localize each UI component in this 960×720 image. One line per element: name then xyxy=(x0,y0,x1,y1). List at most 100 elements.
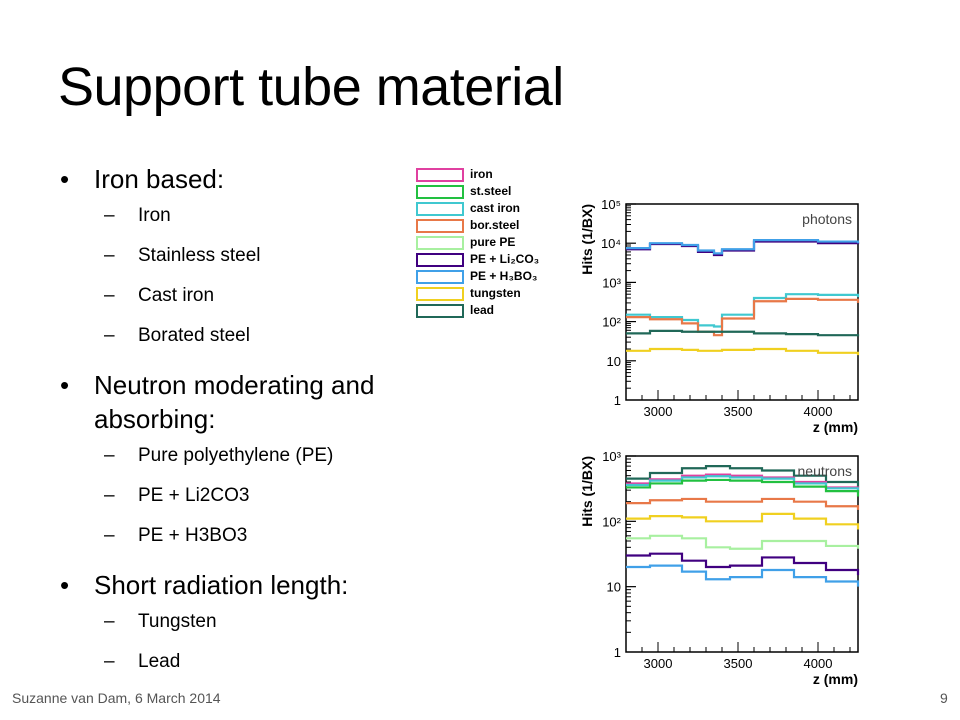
x-tick-label: 3000 xyxy=(644,404,673,419)
legend-label: cast iron xyxy=(470,201,521,215)
bullet-glyph: • xyxy=(60,570,70,600)
legend-entry: PE + Li₂CO₃ xyxy=(414,251,564,267)
chart-title: neutrons xyxy=(798,463,852,479)
series-line xyxy=(626,478,860,497)
series-line xyxy=(626,552,860,576)
legend-entry: pure PE xyxy=(414,234,564,250)
plot-frame xyxy=(625,203,859,401)
dash-glyph: – xyxy=(104,245,115,266)
legend-label: lead xyxy=(470,303,495,317)
legend-swatch xyxy=(416,219,464,233)
series-line xyxy=(626,297,860,337)
legend-label: tungsten xyxy=(470,286,521,300)
legend-label: PE + H₃BO₃ xyxy=(470,269,538,283)
y-tick-label: 10⁴ xyxy=(601,236,621,251)
sub-bullet-text: Tungsten xyxy=(138,611,217,632)
series-line xyxy=(626,475,860,494)
sub-bullet-text: Pure polyethylene (PE) xyxy=(138,445,334,466)
sub-bullet-text: PE + Li2CO3 xyxy=(138,485,250,506)
dash-glyph: – xyxy=(104,651,115,672)
legend-entry: st.steel xyxy=(414,183,564,199)
y-axis-label: Hits (1/BX) xyxy=(579,204,595,275)
dash-glyph: – xyxy=(104,485,115,506)
legend-entry: lead xyxy=(414,302,564,318)
bullet-text: Iron based: xyxy=(94,164,225,194)
sub-bullet-text: PE + H3BO3 xyxy=(138,525,248,546)
dash-glyph: – xyxy=(104,611,115,632)
legend-swatch xyxy=(416,304,464,318)
sub-bullet-item: – Iron xyxy=(60,196,400,236)
sub-bullet-item: – Lead xyxy=(60,642,400,682)
series-line xyxy=(626,497,860,510)
legend-swatch xyxy=(416,185,464,199)
bullet-glyph: • xyxy=(60,370,70,400)
page-number: 9 xyxy=(940,690,948,706)
sub-bullet-item: – Tungsten xyxy=(60,602,400,642)
series-line xyxy=(626,512,860,530)
sub-bullet-text: Lead xyxy=(138,651,181,672)
chart-legend: iron st.steel cast iron bor.steel pure PE PE … xyxy=(414,166,564,322)
bullet-item: • Short radiation length: xyxy=(60,568,400,602)
legend-swatch xyxy=(416,168,464,182)
legend-label: iron xyxy=(470,167,493,181)
legend-swatch xyxy=(416,236,464,250)
dash-glyph: – xyxy=(104,525,115,546)
y-tick-label: 10⁵ xyxy=(601,197,621,212)
legend-entry: cast iron xyxy=(414,200,564,216)
sub-bullet-item: – Borated steel xyxy=(60,316,400,356)
footer-text: Suzanne van Dam, 6 March 2014 xyxy=(12,690,221,706)
y-tick-label: 10² xyxy=(602,315,621,330)
sub-bullet-text: Borated steel xyxy=(138,325,250,346)
y-axis-label: Hits (1/BX) xyxy=(579,456,595,527)
dash-glyph: – xyxy=(104,205,115,226)
legend-swatch xyxy=(416,253,464,267)
x-tick-label: 3500 xyxy=(724,404,753,419)
sub-bullet-item: – Cast iron xyxy=(60,276,400,316)
legend-swatch xyxy=(416,270,464,284)
series-line xyxy=(626,534,860,550)
sub-bullet-item: – PE + Li2CO3 xyxy=(60,476,400,516)
legend-label: PE + Li₂CO₃ xyxy=(470,252,540,266)
bullet-item: • Neutron moderating and absorbing: xyxy=(60,368,400,436)
y-tick-label: 10³ xyxy=(602,449,621,464)
legend-swatch xyxy=(416,287,464,301)
series-line xyxy=(626,465,860,488)
x-axis-label: z (mm) xyxy=(813,419,858,435)
legend-entry: bor.steel xyxy=(414,217,564,233)
sub-bullet-item: – Pure polyethylene (PE) xyxy=(60,436,400,476)
dash-glyph: – xyxy=(104,445,115,466)
sub-bullet-text: Iron xyxy=(138,205,171,226)
sub-bullet-item: – PE + H3BO3 xyxy=(60,516,400,556)
legend-label: pure PE xyxy=(470,235,516,249)
series-line xyxy=(626,329,860,337)
bullet-list: • Iron based: – Iron – Stainless steel – Cas… xyxy=(60,158,400,682)
legend-entry: iron xyxy=(414,166,564,182)
bullet-text: Neutron moderating and absorbing: xyxy=(94,370,375,434)
chart-title: photons xyxy=(802,211,852,227)
legend-label: bor.steel xyxy=(470,218,520,232)
bullet-glyph: • xyxy=(60,164,70,194)
y-tick-label: 1 xyxy=(614,645,621,660)
x-tick-label: 3000 xyxy=(644,656,673,671)
legend-label: st.steel xyxy=(470,184,512,198)
sub-bullet-text: Cast iron xyxy=(138,285,215,306)
legend-entry: PE + H₃BO₃ xyxy=(414,268,564,284)
series-line xyxy=(626,564,860,587)
legend-swatch xyxy=(416,202,464,216)
y-tick-label: 10³ xyxy=(602,275,621,290)
series-line xyxy=(626,238,860,255)
sub-bullet-text: Stainless steel xyxy=(138,245,261,266)
x-axis-label: z (mm) xyxy=(813,671,858,687)
y-tick-label: 10 xyxy=(607,580,621,595)
sub-bullet-item: – Stainless steel xyxy=(60,236,400,276)
series-line xyxy=(626,347,860,356)
x-tick-label: 4000 xyxy=(804,404,833,419)
y-tick-label: 10² xyxy=(602,514,621,529)
x-tick-label: 3500 xyxy=(724,656,753,671)
dash-glyph: – xyxy=(104,325,115,346)
dash-glyph: – xyxy=(104,285,115,306)
y-tick-label: 10 xyxy=(607,354,621,369)
x-tick-label: 4000 xyxy=(804,656,833,671)
